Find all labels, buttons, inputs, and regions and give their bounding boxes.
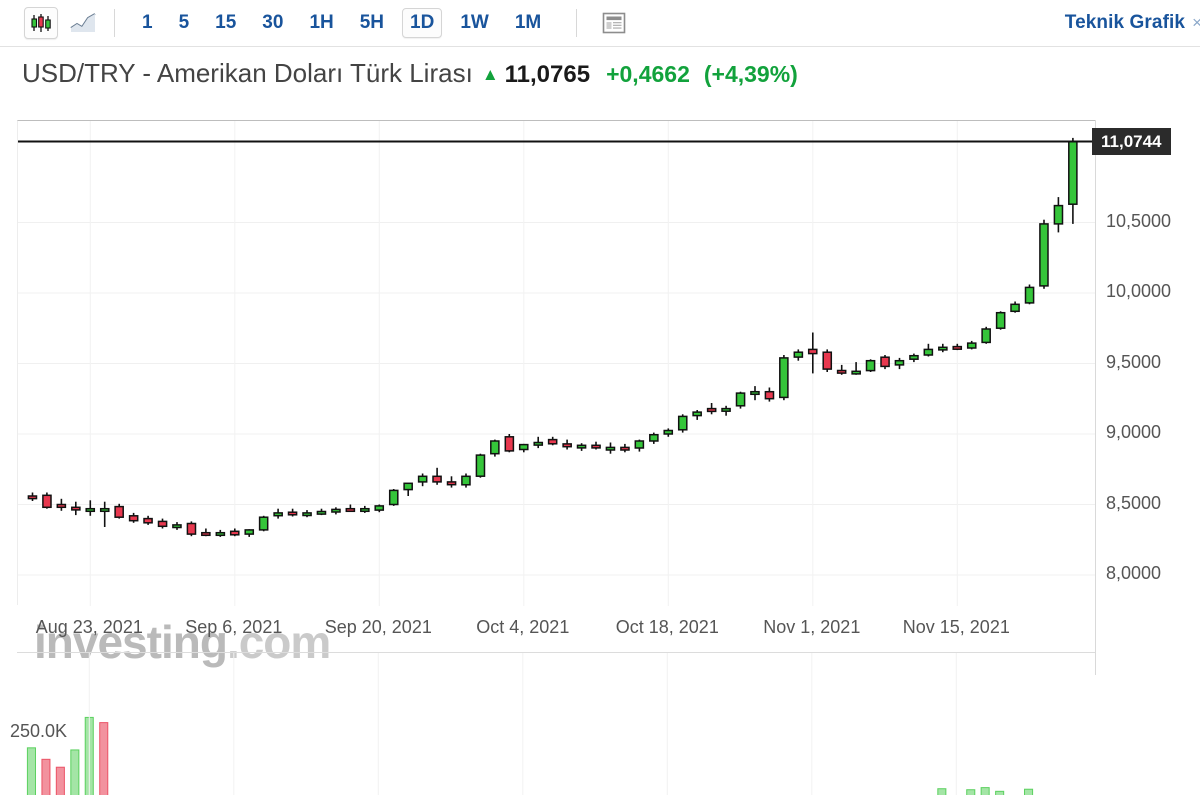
technical-chart-label[interactable]: Teknik Grafik [1064, 12, 1186, 33]
x-axis-tick: Nov 1, 2021 [763, 617, 861, 637]
x-axis-tick: Oct 4, 2021 [476, 617, 570, 637]
x-axis: Aug 23, 2021 Sep 6, 2021 Sep 20, 2021 Oct 4… [17, 605, 1095, 653]
chart-container[interactable]: investing.com Aug 23, 2021 Sep 6, 2021 Sep… [0, 120, 1200, 795]
x-axis-tick: Oct 18, 2021 [615, 617, 719, 637]
close-icon[interactable]: × [1192, 13, 1200, 32]
chart-toolbar: 1 5 15 30 1H 5H 1D 1W 1M Teknik Grafik × [0, 0, 1200, 47]
timeframe-1h[interactable]: 1H [309, 12, 334, 33]
current-price-line [18, 140, 1096, 143]
toolbar-divider-2 [576, 9, 578, 37]
volume-series [26, 653, 1034, 795]
y-axis-tick: 8,0000 [1106, 563, 1162, 583]
timeframe-1[interactable]: 1 [142, 12, 153, 33]
toolbar-right-group: Teknik Grafik × [1065, 12, 1200, 34]
candlestick-chart-icon[interactable] [24, 7, 58, 39]
timeframe-1w[interactable]: 1W [460, 12, 489, 33]
current-price-badge: 11,0744 [1092, 127, 1171, 155]
news-document-icon[interactable] [597, 7, 632, 39]
x-axis-tick: Sep 6, 2021 [185, 617, 283, 637]
last-price: 11,0765 [504, 61, 591, 88]
timeframe-1m[interactable]: 1M [514, 12, 542, 33]
volume-axis-label: 250.0K [10, 721, 68, 741]
volume-plot[interactable] [17, 652, 1095, 795]
y-axis[interactable]: 11,0744 10,5000 10,0000 9,5000 9,0000 8,5000… [1092, 120, 1200, 675]
timeframe-15[interactable]: 15 [215, 12, 237, 33]
candlestick-series [27, 137, 1078, 537]
toolbar-divider-1 [114, 9, 115, 37]
price-plot[interactable] [17, 120, 1096, 606]
timeframe-5[interactable]: 5 [178, 12, 190, 33]
y-axis-tick: 9,5000 [1106, 351, 1162, 372]
x-axis-tick: Sep 20, 2021 [324, 617, 432, 637]
y-axis-tick: 10,0000 [1106, 281, 1172, 301]
quote-header: USD/TRY - Amerikan Doları Türk Lirası ▲ … [22, 58, 798, 89]
y-axis-tick: 8,5000 [1106, 492, 1162, 513]
y-axis-tick: 9,0000 [1106, 422, 1162, 442]
price-change: +0,4662 [606, 61, 690, 87]
direction-arrow-icon: ▲ [481, 65, 499, 84]
news-document-glyph [602, 12, 626, 34]
x-axis-tick: Nov 15, 2021 [902, 617, 1010, 637]
y-axis-tick: 10,5000 [1106, 210, 1172, 231]
line-chart-icon[interactable] [66, 7, 100, 39]
line-chart-glyph [70, 13, 96, 32]
candlestick-glyph [31, 14, 51, 32]
timeframe-5h[interactable]: 5H [359, 12, 385, 33]
timeframe-1d[interactable]: 1D [402, 8, 443, 38]
timeframe-30[interactable]: 30 [262, 12, 284, 33]
price-change-percent: (+4,39%) [703, 61, 798, 87]
x-axis-tick: Aug 23, 2021 [35, 617, 143, 637]
page-title: USD/TRY - Amerikan Doları Türk Lirası [22, 58, 473, 88]
